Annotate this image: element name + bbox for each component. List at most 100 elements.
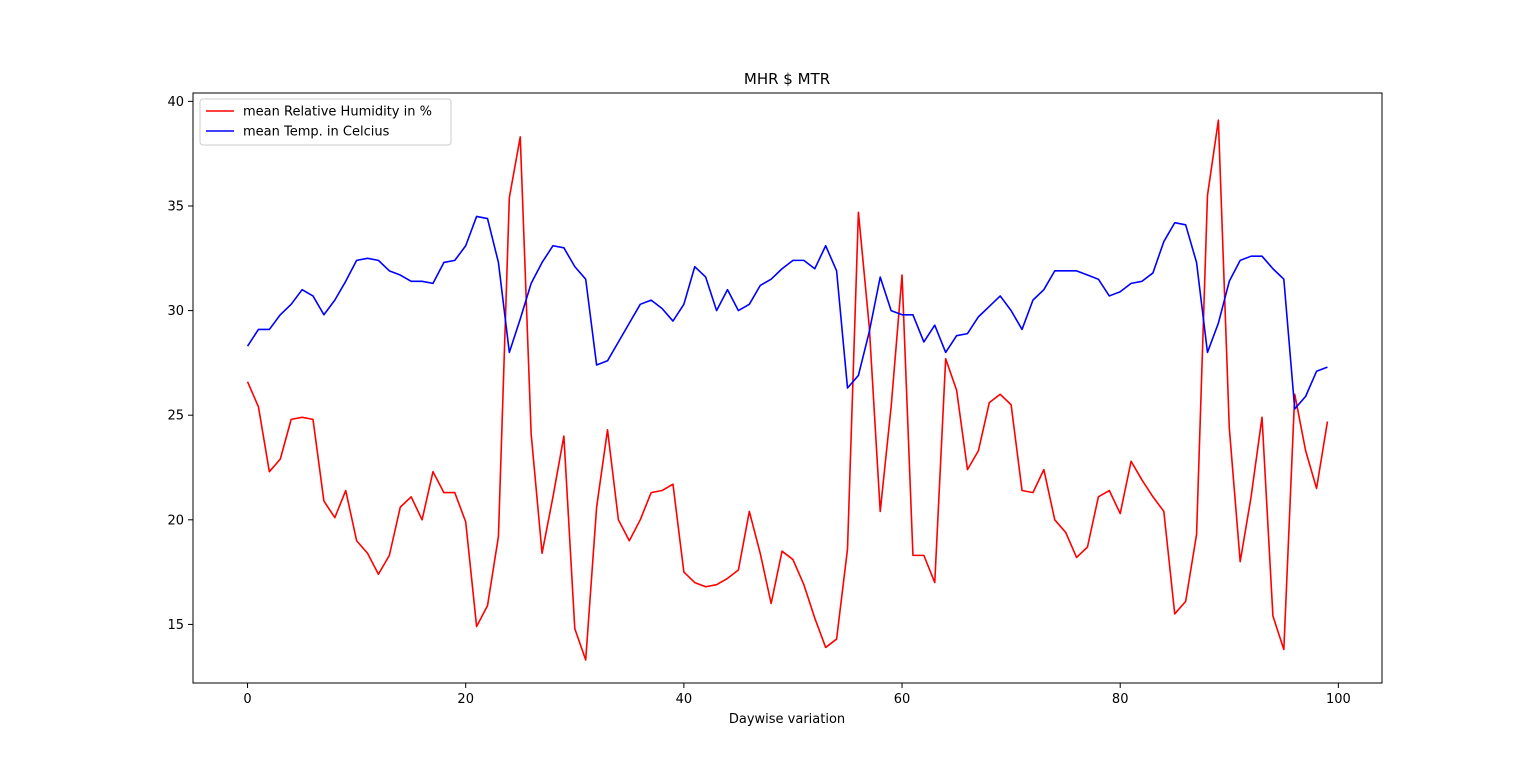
data-point <box>1250 495 1253 498</box>
data-point <box>988 305 991 308</box>
data-point <box>770 602 773 605</box>
data-point <box>246 345 249 348</box>
data-point <box>268 328 271 331</box>
data-point <box>933 324 936 327</box>
data-point <box>857 211 860 214</box>
data-point <box>1206 194 1209 197</box>
data-point <box>344 489 347 492</box>
data-point <box>1173 612 1176 615</box>
data-point <box>671 483 674 486</box>
data-point <box>1206 351 1209 354</box>
data-point <box>955 389 958 392</box>
data-point <box>650 491 653 494</box>
data-point <box>541 552 544 555</box>
data-point <box>519 135 522 138</box>
data-point <box>1326 420 1329 423</box>
data-point <box>1119 512 1122 515</box>
data-point <box>628 539 631 542</box>
data-point <box>399 274 402 277</box>
series-layer <box>246 119 1329 661</box>
data-point <box>1250 255 1253 258</box>
data-point <box>290 303 293 306</box>
data-point <box>1075 556 1078 559</box>
data-point <box>890 405 893 408</box>
data-point <box>977 449 980 452</box>
data-point <box>551 495 554 498</box>
data-point <box>442 491 445 494</box>
data-point <box>944 351 947 354</box>
data-point <box>879 276 882 279</box>
data-point <box>1282 648 1285 651</box>
data-point <box>475 215 478 218</box>
data-point <box>1304 449 1307 452</box>
data-point <box>824 646 827 649</box>
data-point <box>911 313 914 316</box>
y-tick-label: 25 <box>167 409 184 424</box>
data-point <box>1217 119 1220 122</box>
x-tick-label: 100 <box>1326 692 1351 707</box>
data-point <box>1031 491 1034 494</box>
data-point <box>661 307 664 310</box>
data-point <box>922 554 925 557</box>
x-tick-label: 0 <box>243 692 251 707</box>
data-point <box>726 288 729 291</box>
data-point <box>1228 426 1231 429</box>
data-point <box>966 332 969 335</box>
data-point <box>279 313 282 316</box>
data-point <box>1119 290 1122 293</box>
data-point <box>279 458 282 461</box>
data-point <box>813 267 816 270</box>
data-point <box>530 282 533 285</box>
data-point <box>584 658 587 661</box>
data-point <box>1042 288 1045 291</box>
data-point <box>606 428 609 431</box>
data-point <box>366 257 369 260</box>
data-point <box>1195 261 1198 264</box>
data-point <box>486 604 489 607</box>
data-point <box>1141 479 1144 482</box>
data-point <box>824 244 827 247</box>
data-point <box>595 363 598 366</box>
data-point <box>835 638 838 641</box>
data-point <box>268 470 271 473</box>
y-tick-label: 20 <box>167 513 184 528</box>
data-point <box>1271 615 1274 618</box>
data-point <box>257 328 260 331</box>
y-tick-label: 15 <box>167 618 184 633</box>
data-point <box>301 416 304 419</box>
data-point <box>322 313 325 316</box>
data-point <box>1282 278 1285 281</box>
data-point <box>1184 600 1187 603</box>
data-point <box>1053 269 1056 272</box>
data-point <box>693 581 696 584</box>
data-point <box>791 259 794 262</box>
data-point <box>1010 309 1013 312</box>
data-point <box>1239 560 1242 563</box>
x-tick-label: 20 <box>457 692 474 707</box>
data-point <box>671 320 674 323</box>
data-point <box>377 259 380 262</box>
data-point <box>301 288 304 291</box>
data-point <box>1108 294 1111 297</box>
data-point <box>770 278 773 281</box>
data-point <box>726 577 729 580</box>
data-point <box>573 265 576 268</box>
data-point <box>1021 489 1024 492</box>
data-point <box>955 334 958 337</box>
data-point <box>944 357 947 360</box>
data-point <box>682 571 685 574</box>
data-point <box>911 554 914 557</box>
data-point <box>333 516 336 519</box>
data-point <box>1261 416 1264 419</box>
data-point <box>617 340 620 343</box>
data-point <box>431 282 434 285</box>
data-point <box>1239 259 1242 262</box>
y-tick-label: 35 <box>167 199 184 214</box>
series-line-0 <box>246 119 1329 661</box>
data-point <box>1173 221 1176 224</box>
data-point <box>715 583 718 586</box>
data-point <box>311 418 314 421</box>
x-tick-label: 40 <box>676 692 693 707</box>
data-point <box>977 315 980 318</box>
data-point <box>639 303 642 306</box>
